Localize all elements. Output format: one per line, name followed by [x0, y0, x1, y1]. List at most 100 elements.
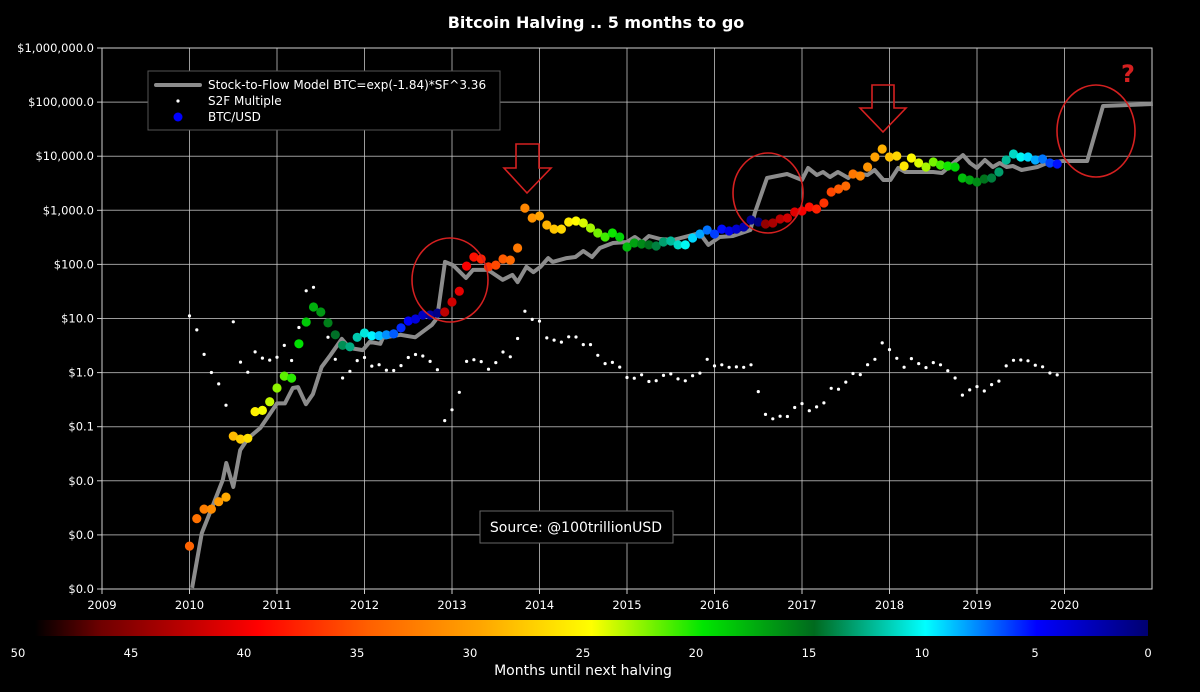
s2f-multiple-point: [501, 350, 505, 354]
btc-usd-point: [192, 514, 202, 524]
btc-usd-point: [928, 157, 938, 167]
s2f-multiple-point: [909, 357, 914, 361]
btc-usd-point: [235, 434, 246, 444]
btc-usd-point: [301, 317, 311, 327]
s2f-multiple-point: [333, 357, 337, 361]
btc-usd-point: [498, 254, 508, 264]
s2f-multiple-point: [187, 314, 192, 318]
colorbar-tick-label: 10: [915, 646, 930, 660]
btc-usd-point: [454, 286, 464, 296]
btc-usd-series: [184, 144, 1062, 551]
s2f-multiple-series: [187, 285, 1059, 423]
btc-usd-point: [753, 217, 763, 227]
x-tick-label: 2009: [87, 598, 116, 612]
btc-usd-point: [272, 383, 282, 393]
s2f-multiple-point: [610, 360, 615, 364]
s2f-multiple-point: [654, 379, 658, 383]
btc-usd-point: [345, 342, 355, 352]
s2f-multiple-point: [290, 358, 294, 363]
down-arrow-2017-peak: [858, 84, 908, 134]
legend-label-model: Stock-to-Flow Model BTC=exp(-1.84)*SF^3.…: [208, 78, 486, 92]
s2f-multiple-point: [836, 387, 841, 391]
btc-usd-point: [308, 302, 319, 312]
legend-label-btc: BTC/USD: [208, 110, 261, 124]
x-tick-label: 2014: [525, 598, 554, 612]
s2f-multiple-point: [537, 319, 542, 323]
y-tick-label: $100,000.0: [28, 95, 94, 109]
s2f-multiple-point: [370, 364, 374, 368]
s2f-multiple-point: [268, 358, 272, 362]
s2f-multiple-point: [494, 361, 498, 365]
btc-usd-point: [600, 232, 610, 242]
s2f-model-line: [190, 102, 1153, 589]
s2f-multiple-point: [304, 289, 308, 293]
btc-usd-point: [338, 340, 348, 350]
btc-usd-point: [965, 175, 975, 185]
s2f-multiple-point: [866, 363, 870, 367]
s2f-multiple-point: [399, 364, 403, 368]
s2f-multiple-point: [523, 309, 527, 313]
btc-usd-point: [1008, 149, 1019, 159]
s2f-multiple-point: [465, 359, 469, 363]
s2f-multiple-point: [734, 365, 739, 369]
btc-usd-point: [921, 162, 931, 172]
s2f-multiple-point: [231, 320, 235, 324]
s2f-multiple-point: [931, 361, 935, 365]
btc-usd-point: [870, 152, 880, 162]
s2f-multiple-point: [486, 367, 491, 371]
btc-usd-point: [396, 323, 406, 333]
y-tick-label: $1.0: [68, 366, 94, 380]
s2f-multiple-point: [698, 371, 702, 375]
s2f-multiple-point: [384, 368, 388, 372]
s2f-multiple-point: [1026, 359, 1030, 363]
s2f-multiple-point: [720, 363, 724, 367]
btc-usd-point: [746, 215, 756, 225]
btc-usd-point: [359, 328, 370, 338]
colorbar-tick-label: 5: [1031, 646, 1038, 660]
s2f-multiple-point: [457, 390, 461, 394]
colorbar-tick-label: 20: [689, 646, 704, 660]
btc-usd-point: [534, 211, 545, 221]
btc-usd-point: [994, 167, 1004, 177]
btc-usd-point: [760, 219, 771, 229]
btc-usd-point: [724, 226, 734, 236]
x-axis: 2009 2010 2011 2012 2013 2014 2015 2016 2017 2018…: [87, 589, 1079, 612]
colorbar-tick-label: 35: [350, 646, 365, 660]
s2f-multiple-point: [815, 405, 819, 409]
s2f-multiple-point: [917, 362, 921, 366]
s2f-multiple-point: [661, 373, 666, 377]
btc-usd-point: [381, 330, 391, 340]
s2f-multiple-point: [625, 375, 629, 380]
btc-usd-point: [804, 202, 814, 212]
btc-usd-point: [221, 492, 231, 502]
btc-usd-point: [709, 229, 720, 239]
s2f-multiple-point: [851, 371, 855, 376]
btc-usd-point: [972, 177, 982, 187]
s2f-multiple-point: [516, 336, 520, 341]
x-tick-label: 2012: [350, 598, 379, 612]
btc-usd-point: [287, 373, 297, 383]
btc-usd-point: [957, 173, 968, 183]
s2f-multiple-point: [990, 383, 994, 387]
btc-usd-point: [440, 307, 450, 317]
s2f-multiple-point: [618, 365, 622, 369]
btc-usd-point: [556, 224, 567, 234]
btc-usd-point: [622, 242, 632, 252]
highlight-circle-2016-halving: [732, 152, 804, 234]
btc-usd-point: [228, 431, 238, 441]
s2f-multiple-point: [581, 343, 585, 347]
s2f-multiple-point: [326, 335, 330, 339]
btc-usd-point: [316, 307, 326, 317]
y-tick-label: $0.0: [68, 582, 94, 596]
y-tick-label: $10.0: [61, 312, 94, 326]
btc-usd-point: [1023, 152, 1033, 162]
y-tick-label: $10,000.0: [35, 149, 94, 163]
s2f-multiple-point: [800, 402, 804, 406]
s2f-multiple-point: [297, 325, 301, 330]
s2f-multiple-point: [472, 358, 476, 362]
s2f-multiple-point: [676, 377, 680, 381]
s2f-multiple-point: [669, 372, 673, 376]
btc-usd-point: [593, 228, 603, 238]
btc-usd-point: [520, 203, 530, 213]
btc-usd-point: [184, 541, 195, 551]
